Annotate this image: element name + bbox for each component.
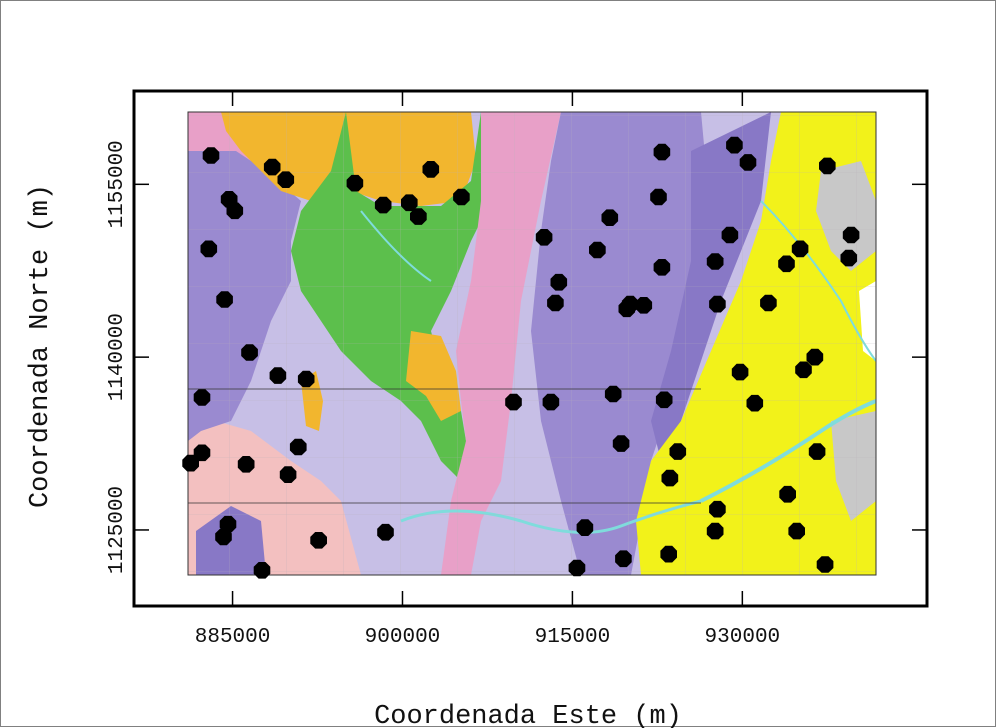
sample-point (760, 294, 777, 312)
sample-point (604, 385, 622, 403)
sample-point (453, 188, 470, 206)
sample-point (237, 456, 255, 473)
sample-point (535, 229, 553, 246)
sample-point (731, 363, 749, 381)
sample-point (661, 469, 679, 487)
sample-point (401, 194, 418, 212)
sample-point (779, 485, 796, 503)
sample-point (219, 515, 237, 533)
sample-point (653, 259, 671, 276)
sample-point (660, 545, 677, 563)
sample-point (709, 500, 726, 518)
sample-point (253, 562, 271, 579)
sample-point (808, 443, 826, 460)
sample-point (650, 188, 667, 206)
sample-point (568, 559, 586, 577)
sample-point (806, 348, 824, 366)
sample-point (791, 240, 809, 258)
sample-point (216, 291, 233, 308)
sample-point (589, 241, 606, 259)
map-border (187, 111, 877, 576)
y-tick-labels: 1125000 1140000 1155000 (106, 140, 129, 574)
sample-point (279, 466, 297, 483)
y-tick-label: 1125000 (106, 486, 129, 574)
sample-point (795, 361, 812, 379)
sample-point (635, 297, 653, 314)
x-tick-label: 900000 (365, 626, 441, 649)
sample-point (542, 393, 560, 411)
sample-point (615, 550, 632, 568)
sample-point (241, 344, 258, 361)
sample-point (289, 438, 307, 456)
sample-point (422, 161, 440, 178)
sample-point (601, 209, 619, 226)
sample-point (721, 226, 739, 244)
sample-points (182, 136, 860, 579)
sample-point (669, 443, 687, 460)
sample-point (706, 522, 724, 540)
sample-point (550, 273, 568, 291)
y-tick-label: 1155000 (106, 140, 129, 228)
sample-point (655, 391, 673, 409)
x-tick-label: 915000 (535, 626, 611, 649)
sample-point (706, 253, 724, 270)
x-tick-label: 885000 (195, 626, 271, 649)
sample-point (816, 556, 834, 573)
sample-point (547, 294, 564, 312)
x-tick-labels: 885000 900000 915000 930000 (195, 626, 780, 649)
sample-point (739, 154, 757, 171)
sample-point (709, 295, 726, 313)
axis-ticks (134, 91, 927, 606)
sample-point (346, 174, 364, 192)
sample-point (310, 532, 327, 549)
sample-point (746, 394, 764, 412)
y-tick-label: 1140000 (106, 313, 129, 401)
sample-point (374, 196, 392, 214)
sample-point (277, 171, 295, 188)
sample-point (182, 454, 199, 472)
sample-point (505, 393, 522, 411)
sample-point (778, 255, 795, 273)
sample-point (612, 435, 630, 452)
geologic-map-image (188, 112, 876, 575)
sample-point (202, 147, 220, 164)
sample-point (193, 444, 211, 462)
sample-point (576, 519, 594, 536)
sample-point (269, 367, 287, 384)
sample-point (726, 136, 743, 154)
sample-point (621, 295, 639, 313)
sample-point (842, 226, 860, 244)
x-axis-title: Coordenada Este (m) (374, 702, 682, 728)
sample-point (788, 522, 805, 540)
sample-point (653, 143, 671, 161)
sample-point (410, 208, 427, 225)
x-tick-label: 930000 (705, 626, 781, 649)
sample-point (297, 370, 315, 388)
sample-point (377, 523, 394, 541)
sample-point (819, 157, 836, 175)
sample-point (840, 249, 858, 267)
sample-point (193, 389, 211, 406)
sample-point (215, 528, 232, 546)
y-axis-title: Coordenada Norte (m) (26, 184, 56, 508)
sample-point (200, 240, 218, 258)
sample-point (226, 202, 244, 220)
sample-point (263, 158, 281, 176)
